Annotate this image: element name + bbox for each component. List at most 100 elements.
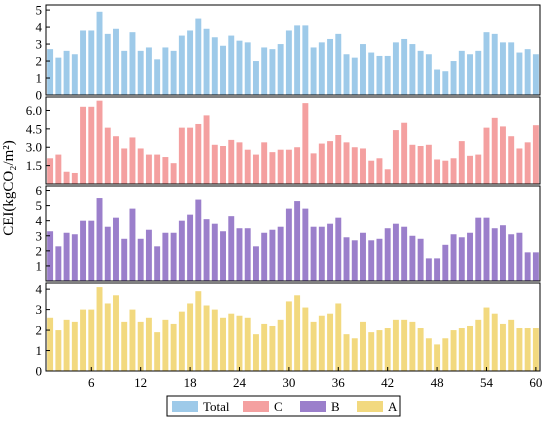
bar-b-10 <box>121 238 128 281</box>
bar-total-40 <box>368 52 375 95</box>
bar-total-39 <box>360 44 366 95</box>
bar-a-26 <box>252 334 259 371</box>
bar-b-5 <box>80 220 87 281</box>
bar-a-16 <box>170 323 177 371</box>
bar-b-11 <box>129 208 136 281</box>
bar-a-57 <box>508 319 515 371</box>
bar-total-29 <box>277 44 284 95</box>
bar-a-54 <box>483 307 490 371</box>
bar-c-28 <box>269 152 276 184</box>
bar-b-3 <box>63 232 70 281</box>
bar-total-21 <box>211 37 218 95</box>
bar-a-9 <box>113 295 119 371</box>
bar-total-55 <box>491 33 498 95</box>
bar-a-22 <box>220 317 226 371</box>
bar-c-2 <box>55 154 62 184</box>
bar-b-8 <box>104 226 111 281</box>
bar-c-8 <box>104 127 111 184</box>
y-tick-label: 1 <box>36 258 43 273</box>
bar-b-35 <box>327 223 334 281</box>
bar-c-26 <box>252 154 259 184</box>
legend-label-total: Total <box>203 399 230 414</box>
bar-total-23 <box>228 35 235 95</box>
legend-swatch-a <box>357 401 383 412</box>
bar-total-10 <box>121 50 128 95</box>
bar-c-56 <box>499 126 506 184</box>
bar-a-52 <box>467 325 473 371</box>
bar-a-46 <box>417 328 424 371</box>
bar-total-33 <box>310 47 317 95</box>
bar-a-55 <box>491 313 498 371</box>
bar-total-2 <box>55 57 62 95</box>
bar-b-43 <box>392 223 399 281</box>
bar-total-20 <box>203 28 210 95</box>
bar-b-2 <box>55 246 62 281</box>
bar-c-24 <box>236 142 243 184</box>
bar-total-16 <box>170 50 177 95</box>
bar-total-11 <box>129 32 136 95</box>
bar-b-53 <box>475 217 482 281</box>
bar-a-20 <box>203 305 210 371</box>
bar-b-51 <box>458 237 465 281</box>
bar-a-29 <box>277 319 284 371</box>
bar-total-54 <box>483 32 490 95</box>
bar-b-54 <box>483 217 490 281</box>
bar-total-25 <box>244 42 251 95</box>
bar-a-1 <box>47 317 54 371</box>
bar-total-49 <box>442 71 449 95</box>
bar-b-22 <box>220 231 226 281</box>
bar-a-14 <box>154 332 161 371</box>
bar-b-30 <box>285 208 292 281</box>
legend-swatch-c <box>243 401 269 412</box>
bar-b-56 <box>499 225 506 281</box>
bar-total-52 <box>467 54 473 95</box>
bar-b-60 <box>532 252 539 281</box>
x-tick-label: 42 <box>381 375 394 390</box>
bar-total-45 <box>409 44 416 95</box>
bar-b-1 <box>47 231 54 281</box>
bar-total-53 <box>475 50 482 95</box>
bar-a-31 <box>294 295 301 371</box>
bar-total-48 <box>434 69 441 95</box>
bar-total-6 <box>88 30 95 95</box>
bar-c-42 <box>384 169 391 184</box>
bar-total-59 <box>524 49 531 95</box>
y-tick-label: 0 <box>36 88 43 103</box>
bar-c-45 <box>409 144 416 184</box>
bar-c-33 <box>310 153 317 184</box>
bar-c-34 <box>318 143 325 184</box>
bar-c-39 <box>360 148 366 184</box>
y-tick-label: 4 <box>36 20 43 35</box>
bar-b-34 <box>318 226 325 281</box>
bar-b-41 <box>376 238 383 281</box>
bar-a-49 <box>442 338 449 371</box>
bar-b-52 <box>467 232 473 281</box>
bar-total-24 <box>236 40 243 95</box>
bar-total-57 <box>508 42 515 95</box>
bar-b-47 <box>425 258 432 281</box>
bar-c-6 <box>88 106 95 184</box>
bar-a-27 <box>261 323 268 371</box>
bar-a-39 <box>360 321 366 371</box>
bar-b-37 <box>343 237 350 281</box>
bar-c-55 <box>491 117 498 184</box>
x-tick-label: 30 <box>282 375 295 390</box>
bar-total-3 <box>63 50 70 95</box>
bar-total-18 <box>187 30 194 95</box>
bar-total-26 <box>252 61 259 95</box>
bar-c-20 <box>203 115 210 184</box>
bar-b-44 <box>401 226 408 281</box>
bar-b-48 <box>434 258 441 281</box>
bar-b-45 <box>409 235 416 281</box>
bar-c-30 <box>285 149 292 184</box>
bar-total-41 <box>376 55 383 95</box>
bar-c-19 <box>195 123 202 184</box>
bar-c-16 <box>170 163 177 184</box>
y-tick-label: 3 <box>36 302 43 317</box>
bar-total-31 <box>294 25 301 96</box>
x-tick-label: 24 <box>233 375 247 390</box>
bar-c-4 <box>71 172 78 184</box>
bar-a-2 <box>55 330 62 371</box>
bar-c-32 <box>302 103 309 184</box>
